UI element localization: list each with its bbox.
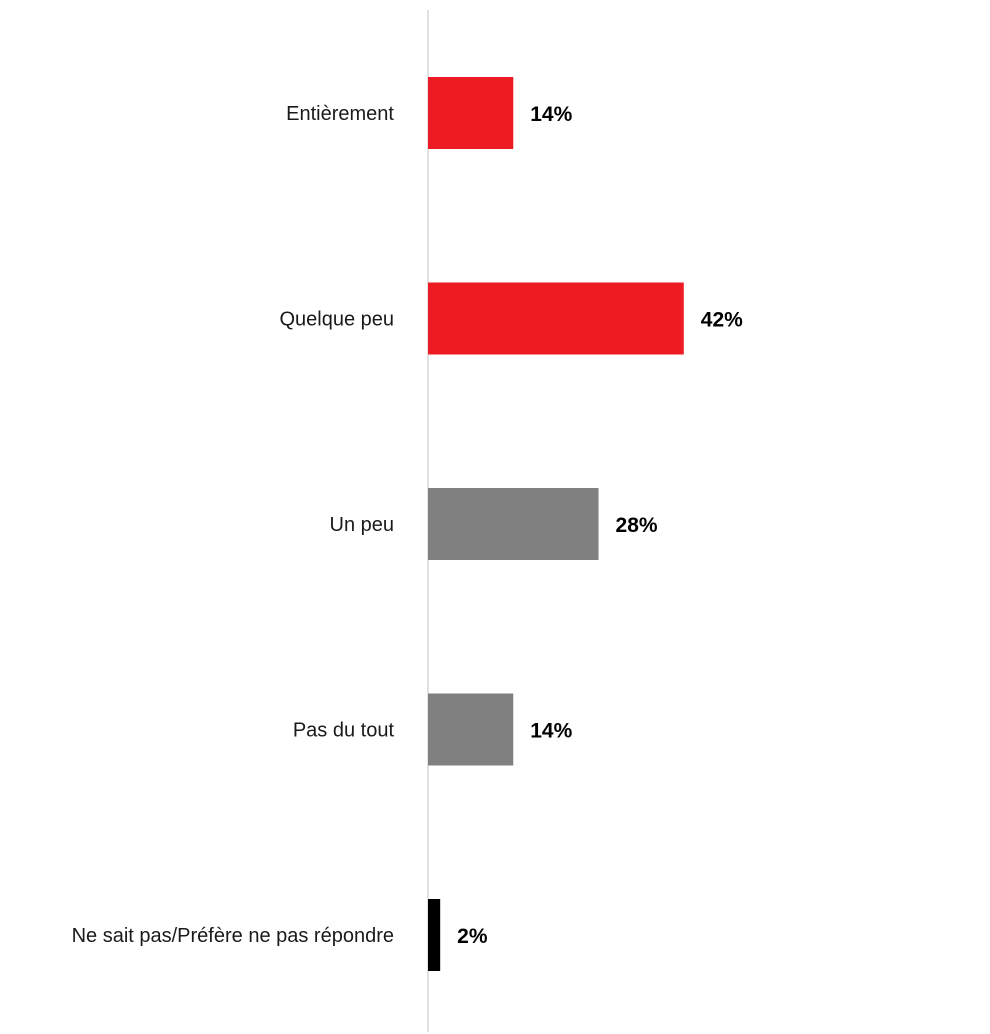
bar — [428, 282, 684, 355]
value-label: 42% — [701, 309, 743, 332]
bar-row: Entièrement 14% — [286, 77, 573, 149]
bar — [428, 488, 599, 560]
bar — [428, 77, 514, 149]
value-label: 14% — [530, 720, 572, 743]
category-label: Un peu — [330, 514, 395, 536]
category-label: Entièrement — [286, 103, 394, 125]
bar-row: Ne sait pas/Préfère ne pas répondre 2% — [72, 899, 488, 971]
value-label: 14% — [530, 103, 572, 126]
bars-layer: Entièrement 14% Quelque peu 42% Un peu 28% Pas… — [72, 77, 743, 971]
value-label: 2% — [457, 925, 488, 948]
category-label: Ne sait pas/Préfère ne pas répondre — [72, 925, 394, 947]
bar — [428, 693, 514, 766]
value-label: 28% — [616, 514, 658, 537]
category-label: Pas du tout — [293, 720, 395, 742]
bar-row: Quelque peu 42% — [279, 282, 743, 355]
category-label: Quelque peu — [279, 309, 394, 331]
bar-row: Pas du tout 14% — [293, 693, 573, 766]
bar — [428, 899, 441, 971]
bar-row: Un peu 28% — [330, 488, 658, 560]
